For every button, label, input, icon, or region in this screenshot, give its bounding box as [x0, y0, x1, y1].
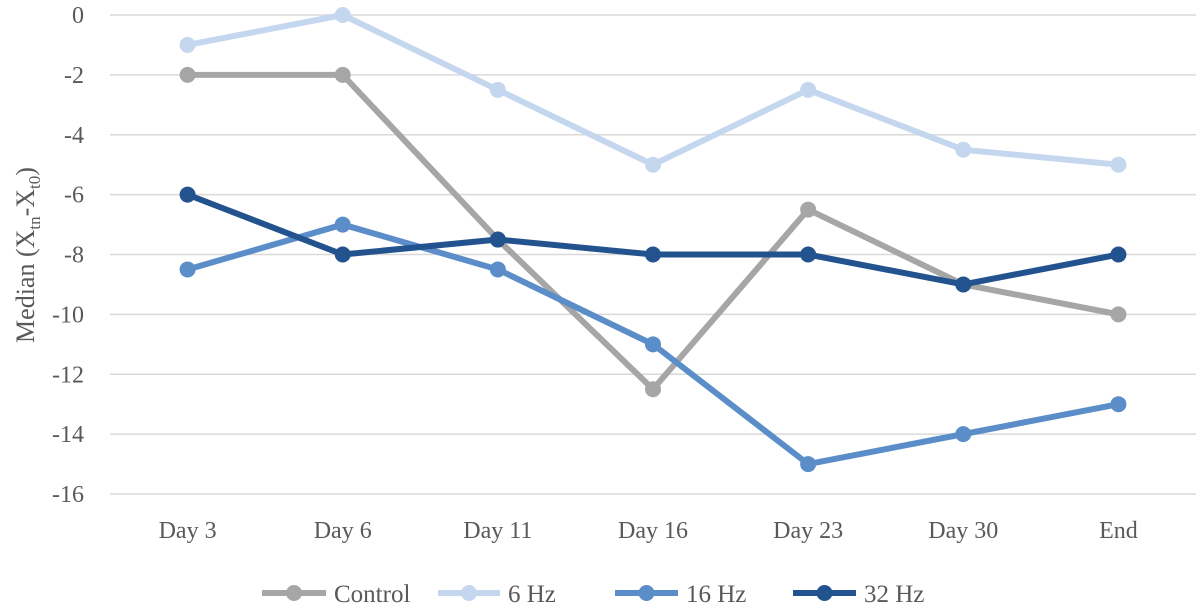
data-point-16-hz [800, 456, 817, 473]
x-tick-label: Day 6 [314, 518, 372, 544]
y-axis-ticks: 0 -2 -4 -6 -8 -10 -12 -14 -16 [52, 3, 84, 508]
data-point-16-hz [179, 261, 196, 278]
x-tick-label: Day 11 [463, 518, 532, 544]
x-tick-label: Day 23 [773, 518, 843, 544]
data-point-6-hz [645, 156, 661, 173]
data-point-control [1110, 306, 1127, 323]
data-point-16-hz [645, 336, 661, 353]
y-tick-label: -12 [52, 362, 84, 388]
data-point-control [800, 201, 817, 218]
data-point-control [179, 66, 196, 83]
data-point-32-hz [955, 276, 972, 293]
legend-item-32-hz: 32 Hz [793, 581, 924, 608]
data-point-6-hz [334, 7, 351, 23]
x-tick-label: Day 3 [159, 518, 217, 544]
data-point-32-hz [800, 246, 817, 263]
data-point-6-hz [800, 81, 817, 98]
y-tick-label: -2 [64, 63, 84, 89]
series-group [179, 7, 1127, 473]
data-point-16-hz [489, 261, 506, 278]
legend: Control 6 Hz 16 Hz 32 Hz [262, 581, 924, 608]
legend-label-control: Control [334, 581, 410, 608]
x-tick-label: Day 16 [618, 518, 688, 544]
y-tick-label: 0 [72, 3, 84, 29]
y-tick-label: -8 [64, 243, 84, 269]
data-point-32-hz [489, 231, 506, 248]
data-point-6-hz [1110, 156, 1127, 173]
x-tick-label: End [1099, 518, 1138, 544]
y-tick-label: -6 [64, 183, 84, 209]
legend-item-16-hz: 16 Hz [615, 581, 746, 608]
data-point-control [645, 381, 661, 398]
data-point-6-hz [489, 81, 506, 98]
legend-marker-control [286, 585, 302, 601]
legend-item-control: Control [262, 581, 410, 608]
data-point-16-hz [334, 216, 351, 233]
series-line-32-hz [186, 191, 1119, 288]
legend-marker-6-hz [461, 585, 477, 601]
series-16-hz [179, 216, 1127, 473]
legend-item-6-hz: 6 Hz [438, 581, 556, 608]
y-tick-label: -16 [52, 482, 84, 508]
y-axis-title: Median (Xtn-Xt0) [11, 167, 44, 343]
y-tick-label: -14 [52, 422, 84, 448]
data-point-32-hz [1110, 246, 1127, 263]
legend-label-16-hz: 16 Hz [686, 581, 746, 608]
data-point-6-hz [179, 36, 196, 53]
data-point-6-hz [955, 141, 972, 158]
legend-label-32-hz: 32 Hz [864, 581, 924, 608]
series-line-6-hz [187, 12, 1119, 168]
data-point-16-hz [1110, 396, 1127, 413]
data-point-control [334, 66, 351, 83]
legend-marker-16-hz [638, 585, 655, 601]
y-tick-label: -10 [52, 302, 84, 328]
y-tick-label: -4 [64, 123, 84, 149]
x-axis-ticks: Day 3 Day 6 Day 11 Day 16 Day 23 Day 30 End [159, 518, 1138, 544]
data-point-32-hz [645, 246, 661, 263]
data-point-16-hz [955, 426, 972, 443]
data-point-32-hz [179, 186, 196, 203]
series-6-hz [179, 7, 1127, 173]
series-32-hz [179, 186, 1127, 293]
x-tick-label: Day 30 [928, 518, 998, 544]
data-point-32-hz [334, 246, 351, 263]
legend-marker-32-hz [816, 585, 833, 601]
legend-label-6-hz: 6 Hz [508, 581, 556, 608]
